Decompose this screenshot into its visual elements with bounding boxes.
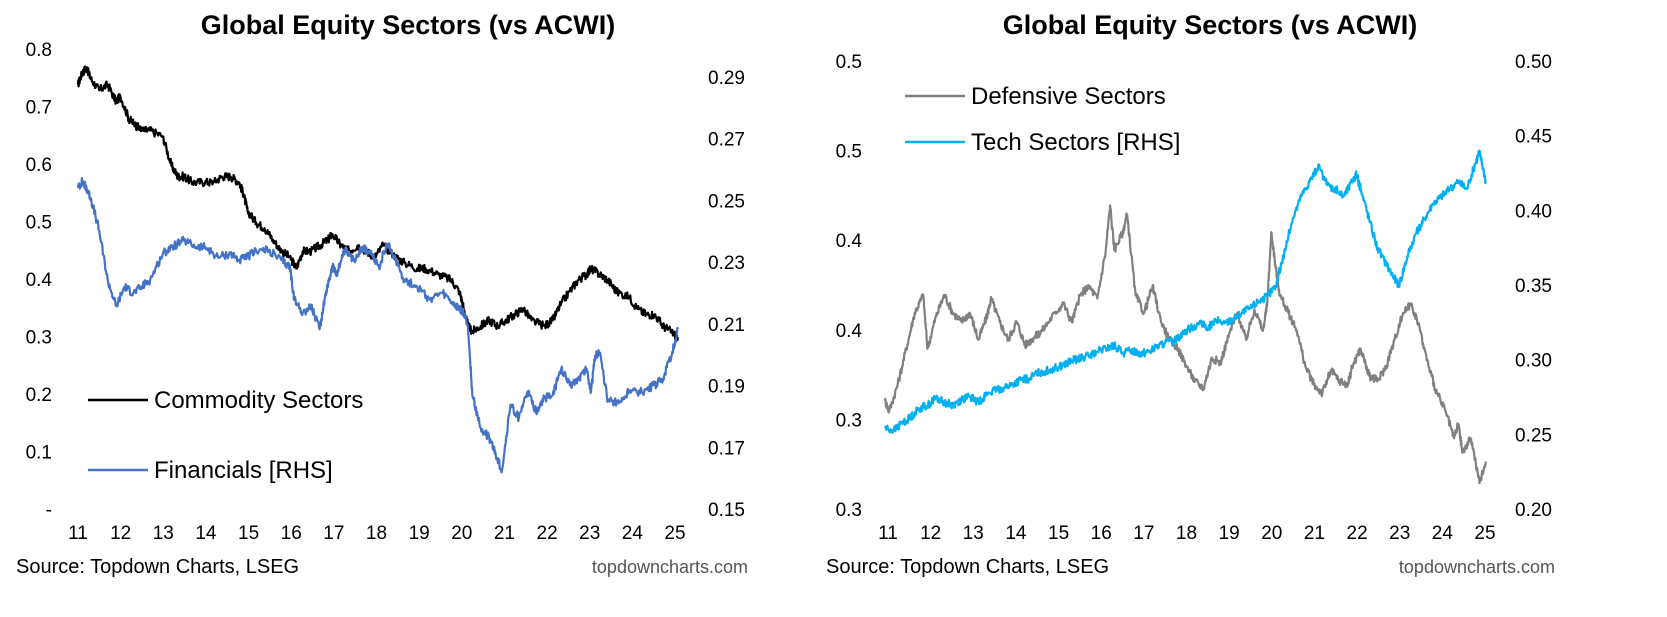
right-axis-tick-label: 0.29 xyxy=(708,68,745,89)
left-axis-tick-label: 0.3 xyxy=(836,500,862,521)
series-line-financials-rhs xyxy=(76,177,679,474)
source-note: Source: Topdown Charts, LSEG xyxy=(16,556,299,578)
x-axis-tick-label: 23 xyxy=(1389,523,1410,544)
left-axis-tick-label: 0.2 xyxy=(26,385,52,406)
series-line-defensive-sectors xyxy=(883,204,1487,485)
x-axis-tick-label: 16 xyxy=(1091,523,1112,544)
right-axis-tick-label: 0.15 xyxy=(708,500,745,521)
x-axis-tick-label: 16 xyxy=(281,523,302,544)
brand-watermark: topdowncharts.com xyxy=(1399,557,1555,577)
right-axis-tick-label: 0.50 xyxy=(1515,52,1552,73)
right-axis-tick-label: 0.30 xyxy=(1515,351,1552,372)
x-axis-tick-label: 20 xyxy=(451,523,472,544)
x-axis-tick-label: 15 xyxy=(1048,523,1069,544)
x-axis-tick-label: 11 xyxy=(878,523,898,544)
x-axis-tick-label: 13 xyxy=(153,523,174,544)
right-axis-tick-label: 0.25 xyxy=(1515,425,1552,446)
legend-label: Commodity Sectors xyxy=(154,387,363,414)
x-axis-tick-label: 15 xyxy=(238,523,259,544)
x-axis-tick-label: 18 xyxy=(1176,523,1197,544)
chart-title: Global Equity Sectors (vs ACWI) xyxy=(1003,10,1418,40)
left-axis-tick-label: - xyxy=(46,500,52,521)
x-axis-tick-label: 21 xyxy=(494,523,515,544)
x-axis-tick-label: 24 xyxy=(1432,523,1454,544)
left-axis-tick-label: 0.4 xyxy=(26,270,53,291)
left-axis-tick-label: 0.8 xyxy=(26,40,52,61)
right-axis-tick-label: 0.25 xyxy=(708,191,745,212)
x-axis-tick-label: 24 xyxy=(622,523,644,544)
right-axis-tick-label: 0.45 xyxy=(1515,127,1552,148)
left-axis-tick-label: 0.5 xyxy=(26,213,52,234)
x-axis-tick-label: 25 xyxy=(1474,523,1495,544)
x-axis-tick-label: 12 xyxy=(920,523,941,544)
legend-label: Defensive Sectors xyxy=(971,83,1166,110)
x-axis-tick-label: 17 xyxy=(1133,523,1154,544)
right-axis-tick-label: 0.21 xyxy=(708,315,745,336)
right-axis-tick-label: 0.27 xyxy=(708,130,745,151)
right-axis-tick-label: 0.17 xyxy=(708,438,745,459)
source-note: Source: Topdown Charts, LSEG xyxy=(826,556,1109,578)
brand-watermark: topdowncharts.com xyxy=(592,557,748,577)
right-axis-tick-label: 0.40 xyxy=(1515,201,1552,222)
left-axis-tick-label: 0.5 xyxy=(836,52,862,73)
left-axis-tick-label: 0.6 xyxy=(26,155,52,176)
x-axis-tick-label: 20 xyxy=(1261,523,1282,544)
x-axis-tick-label: 13 xyxy=(963,523,984,544)
x-axis-tick-label: 21 xyxy=(1304,523,1325,544)
x-axis-tick-label: 19 xyxy=(1219,523,1240,544)
x-axis-tick-label: 25 xyxy=(664,523,685,544)
x-axis-tick-label: 18 xyxy=(366,523,387,544)
legend-label: Financials [RHS] xyxy=(154,457,333,484)
right-axis-tick-label: 0.35 xyxy=(1515,276,1552,297)
left-axis-tick-label: 0.4 xyxy=(836,321,863,342)
x-axis-tick-label: 17 xyxy=(323,523,344,544)
left-axis-tick-label: 0.7 xyxy=(26,98,52,119)
x-axis-tick-label: 12 xyxy=(110,523,131,544)
left-axis-tick-label: 0.4 xyxy=(836,231,863,252)
left-axis-tick-label: 0.1 xyxy=(26,443,52,464)
x-axis-tick-label: 22 xyxy=(1347,523,1368,544)
legend-label: Tech Sectors [RHS] xyxy=(971,129,1180,156)
x-axis-tick-label: 23 xyxy=(579,523,600,544)
left-axis-tick-label: 0.3 xyxy=(26,328,52,349)
series-line-commodity-sectors xyxy=(76,65,679,342)
x-axis-tick-label: 14 xyxy=(1005,523,1027,544)
series-line-tech-sectors-rhs xyxy=(884,149,1487,434)
right-axis-tick-label: 0.23 xyxy=(708,253,745,274)
left-axis-tick-label: 0.3 xyxy=(836,410,862,431)
x-axis-tick-label: 22 xyxy=(537,523,558,544)
left-axis-tick-label: 0.5 xyxy=(836,142,862,163)
chart-panel-2: Global Equity Sectors (vs ACWI) 0.3 0.3 0.4… xyxy=(826,10,1555,578)
x-axis-tick-label: 11 xyxy=(68,523,88,544)
right-axis-tick-label: 0.20 xyxy=(1515,500,1552,521)
x-axis-tick-label: 19 xyxy=(409,523,430,544)
right-axis-tick-label: 0.19 xyxy=(708,377,745,398)
chart-title: Global Equity Sectors (vs ACWI) xyxy=(201,10,616,40)
chart-panel-1: Global Equity Sectors (vs ACWI) - 0.1 0.2 0.… xyxy=(16,10,748,578)
x-axis-tick-label: 14 xyxy=(195,523,217,544)
